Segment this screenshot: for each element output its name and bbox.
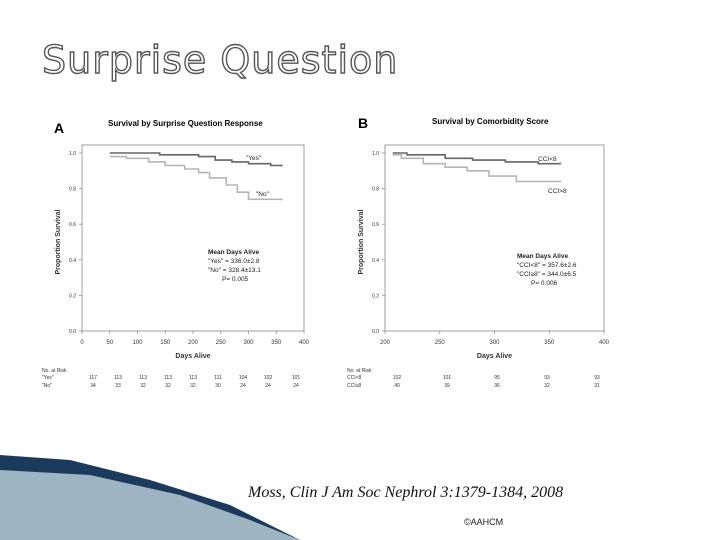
- panel-b-risk-value: 40: [394, 383, 400, 389]
- panel-a-annotation-line-1: "Yes" = 336.0±2.8: [208, 258, 260, 265]
- panel-b-series-label-2: CCI>8: [548, 188, 567, 195]
- panel-b-risk-row-label: CCI≥8: [347, 383, 361, 389]
- panel-b-series-line-2: [392, 154, 561, 183]
- slide-title: Surprise Question: [41, 37, 399, 82]
- panel-b-censor-mark-2: +: [558, 179, 562, 185]
- panel-a-risk-value: 32: [140, 383, 146, 389]
- panel-b-risk-value: 31: [594, 383, 600, 389]
- panel-a-x-tick-label: 0: [80, 340, 84, 346]
- panel-a-risk-value: 113: [164, 375, 172, 381]
- panel-a-risk-value: 34: [90, 383, 96, 389]
- panel-b-y-tick-label: 1.0: [372, 151, 379, 157]
- panel-a-x-axis-label: Days Alive: [175, 353, 210, 360]
- panel-b-title: Survival by Comorbidity Score: [432, 117, 549, 126]
- panel-a-risk-header: No. at Risk: [42, 368, 67, 374]
- panel-a-x-tick-label: 350: [271, 340, 282, 346]
- panel-b-y-tick-label: 0.6: [372, 222, 379, 228]
- panel-a-series-line-2: [109, 155, 282, 201]
- panel-a-risk-value: 24: [293, 383, 299, 389]
- panel-a-label: A: [54, 120, 64, 136]
- panel-a-risk-value: 117: [89, 375, 97, 381]
- panel-b-y-axis-label: Proportion Survival: [358, 209, 365, 274]
- panel-a-y-tick-label: 0.6: [69, 222, 76, 228]
- panel-b-series-label-1: CCI<8: [538, 156, 557, 163]
- panel-b: B Survival by Comorbidity Score 0.0 0.2 0.…: [347, 115, 610, 389]
- panel-b-censor-mark-1: +: [558, 162, 562, 168]
- panel-b-risk-value: 93: [594, 375, 600, 381]
- panel-b-y-tick-label: 0.0: [372, 329, 379, 335]
- panel-b-y-tick-label: 0.2: [372, 293, 379, 299]
- panel-b-risk-value: 39: [444, 383, 450, 389]
- panel-a-risk-value: 32: [190, 383, 196, 389]
- panel-b-x-tick-label: 250: [435, 340, 446, 346]
- panel-b-risk-value: 36: [494, 383, 500, 389]
- panel-a-censor-mark-1: +: [280, 163, 284, 169]
- panel-b-y-tick-label: 0.8: [372, 187, 379, 193]
- panel-a-risk-row-label: "Yes": [42, 375, 54, 381]
- panel-a-risk-row-label: "No": [42, 383, 52, 389]
- panel-a-annotation-pvalue: P= 0.005: [222, 276, 249, 283]
- panel-a-risk-value: 24: [240, 383, 246, 389]
- panel-a-annotation-line-2: "No" = 328.4±13.1: [208, 267, 261, 274]
- panel-a-y-axis-label: Proportion Survival: [55, 209, 62, 274]
- panel-b-plot-frame: [384, 144, 605, 332]
- panel-b-annotation-line-2: "CCI≥8" = 344.0±6.5: [517, 271, 577, 278]
- panel-a-risk-value: 30: [215, 383, 221, 389]
- panel-b-annotation-title: Mean Days Alive: [517, 253, 568, 260]
- panel-b-annotation-pvalue: P= 0.006: [531, 280, 558, 287]
- panel-a-y-tick-label: 0.2: [69, 293, 76, 299]
- panel-b-risk-value: 101: [443, 375, 452, 381]
- panel-a-x-tick-label: 250: [216, 340, 227, 346]
- panel-a-risk-value: 33: [115, 383, 121, 389]
- panel-a-risk-value: 111: [214, 375, 222, 381]
- panel-a-y-tick-label: 0.4: [69, 258, 76, 264]
- panel-a: A Survival by Surprise Question Response…: [42, 119, 310, 389]
- panel-b-series-line-1: [392, 152, 561, 165]
- swoosh-light: [0, 470, 300, 540]
- panel-b-label: B: [358, 115, 368, 131]
- decorative-swoosh: [0, 455, 300, 540]
- panel-b-annotation-line-1: "CCI<8" = 357.6±2.6: [517, 262, 577, 269]
- panel-a-x-tick-label: 100: [132, 340, 143, 346]
- panel-a-plot-frame: [81, 144, 305, 332]
- panel-a-risk-value: 101: [292, 375, 301, 381]
- panel-b-risk-value: 32: [544, 383, 550, 389]
- panel-b-x-tick-label: 400: [599, 340, 610, 346]
- panel-a-risk-value: 113: [139, 375, 147, 381]
- panel-a-y-tick-label: 0.8: [69, 187, 76, 193]
- panel-b-risk-value: 102: [393, 375, 402, 381]
- panel-b-risk-value: 95: [494, 375, 500, 381]
- citation: Moss, Clin J Am Soc Nephrol 3:1379-1384,…: [248, 484, 564, 501]
- panel-b-x-tick-label: 200: [380, 340, 391, 346]
- panel-b-risk-header: No. at Risk: [347, 368, 372, 374]
- panel-a-risk-value: 102: [264, 375, 273, 381]
- panel-a-annotation-title: Mean Days Alive: [208, 249, 259, 256]
- panel-a-risk-value: 24: [265, 383, 271, 389]
- panel-b-x-tick-label: 300: [489, 340, 500, 346]
- copyright: ©AAHCM: [464, 517, 504, 527]
- panel-a-risk-value: 104: [239, 375, 248, 381]
- panel-a-series-label-1: "Yes": [246, 155, 262, 162]
- panel-a-risk-value: 113: [189, 375, 197, 381]
- panel-a-y-tick-label: 1.0: [69, 151, 76, 157]
- panel-a-censor-mark-2: +: [280, 197, 284, 203]
- panel-a-risk-value: 113: [114, 375, 122, 381]
- panel-a-series-label-2: "No": [256, 191, 270, 198]
- panel-b-risk-value: 93: [544, 375, 550, 381]
- panel-b-y-tick-label: 0.4: [372, 258, 379, 264]
- panel-a-series-line-1: [109, 152, 282, 167]
- panel-b-x-tick-label: 350: [544, 340, 555, 346]
- panel-a-x-tick-label: 50: [106, 340, 113, 346]
- panel-a-x-tick-label: 400: [299, 340, 310, 346]
- panel-b-risk-row-label: CCI<8: [347, 375, 362, 381]
- panel-a-x-tick-label: 200: [188, 340, 199, 346]
- panel-a-risk-value: 32: [165, 383, 171, 389]
- panel-b-x-axis-label: Days Alive: [477, 353, 512, 360]
- panel-a-y-tick-label: 0.0: [69, 329, 76, 335]
- panel-a-x-tick-label: 150: [160, 340, 171, 346]
- panel-a-title: Survival by Surprise Question Response: [108, 119, 263, 128]
- panel-a-x-tick-label: 300: [243, 340, 254, 346]
